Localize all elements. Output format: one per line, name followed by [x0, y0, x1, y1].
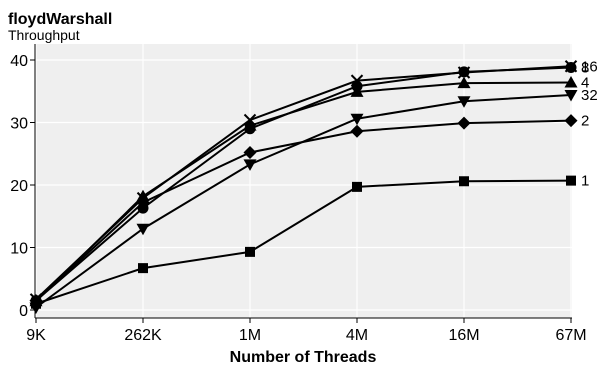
data-point — [350, 124, 364, 138]
y-tick-label: 30 — [10, 116, 28, 133]
y-tick-label: 10 — [10, 241, 28, 258]
series-line — [35, 179, 572, 305]
x-tick-label: 9K — [26, 327, 46, 344]
data-point — [457, 116, 471, 130]
y-tick-label: 20 — [10, 178, 28, 195]
series-label: 16 — [581, 58, 598, 75]
data-point — [138, 263, 148, 274]
y-tick-label: 0 — [19, 303, 28, 320]
data-point — [457, 76, 471, 89]
series-label: 1 — [581, 173, 589, 190]
data-point — [136, 191, 150, 205]
data-point — [137, 202, 149, 214]
data-point — [243, 113, 257, 127]
data-point — [457, 66, 471, 79]
y-tick-label: 40 — [10, 53, 28, 70]
x-tick-label: 16M — [448, 327, 479, 344]
data-point — [564, 60, 578, 73]
data-point — [564, 76, 578, 88]
chart-subtitle: Throughput — [8, 27, 80, 43]
data-point — [457, 96, 471, 108]
series-32 — [29, 90, 578, 314]
x-tick-label: 1M — [239, 327, 261, 344]
data-point — [350, 74, 364, 87]
data-point — [566, 175, 576, 186]
x-tick-label: 67M — [555, 327, 586, 344]
x-tick-label: 4M — [346, 327, 368, 344]
data-point — [136, 189, 150, 202]
data-point — [243, 159, 257, 171]
x-axis-label: Number of Threads — [230, 349, 377, 366]
data-point — [29, 302, 43, 314]
series-label: 8 — [581, 60, 589, 77]
series-label: 2 — [581, 113, 589, 130]
data-point — [243, 146, 257, 159]
chart-title: floydWarshall — [8, 11, 112, 28]
axes: 0 10 20 30 40 9K 262K 1M 4M 16M 67M — [10, 44, 587, 344]
series-label: 32 — [581, 87, 598, 104]
x-tick-label: 262K — [124, 327, 162, 344]
data-point — [136, 223, 150, 236]
data-point — [564, 90, 578, 102]
series-16 — [29, 60, 578, 306]
data-point — [352, 181, 362, 192]
series-label: 4 — [581, 75, 589, 92]
data-point — [244, 123, 256, 135]
series-layer — [29, 60, 578, 314]
data-point — [350, 113, 364, 126]
data-point — [245, 246, 255, 257]
series-line — [35, 65, 572, 301]
data-point — [459, 176, 469, 187]
data-point — [564, 114, 578, 128]
series-line — [35, 94, 572, 309]
